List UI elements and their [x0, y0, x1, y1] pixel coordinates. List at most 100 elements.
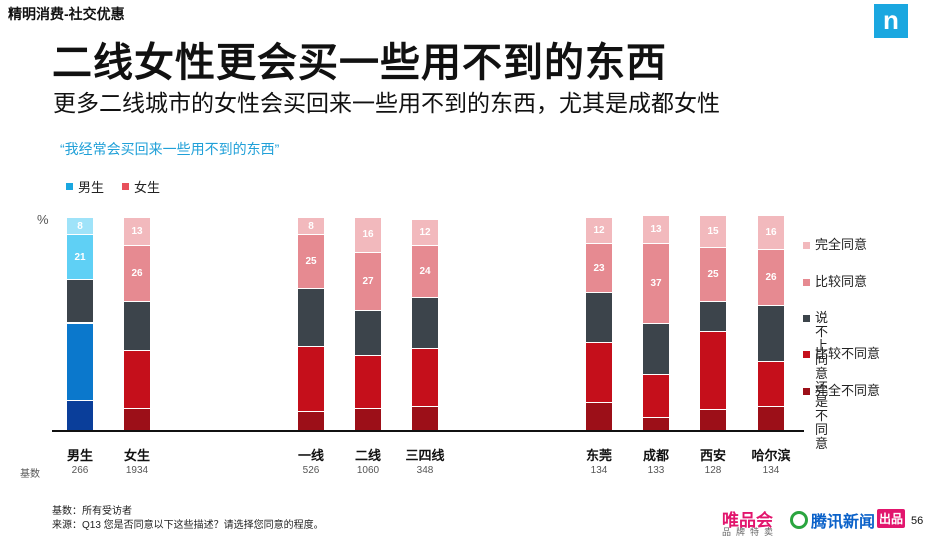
bar-segment-somewhat-agree — [355, 251, 381, 310]
bar-segment-neutral — [700, 301, 726, 332]
page-title: 二线女性更会买一些用不到的东西 — [52, 41, 667, 85]
section-label: 精明消费-社交优惠 — [8, 6, 125, 22]
bar-value-label: 13 — [131, 226, 143, 238]
bar-value-label: 23 — [593, 262, 605, 274]
page-number: 56 — [911, 515, 924, 527]
legend-neutral-swatch — [803, 315, 810, 322]
bar-value-label: 8 — [77, 220, 83, 232]
bar-segment-somewhat-agree — [412, 245, 438, 297]
bar-segment-somewhat-agree — [124, 245, 150, 301]
bar-7: 25 15 — [700, 215, 726, 430]
bar-segment-neutral — [124, 301, 150, 351]
bar-1: 26 13 — [124, 217, 150, 430]
bar-segment-strongly-agree — [355, 217, 381, 252]
bar-5: 23 12 — [586, 217, 612, 430]
bar-value-label: 21 — [74, 251, 86, 263]
page-subtitle: 更多二线城市的女性会买回来一些用不到的东西，尤其是成都女性 — [53, 90, 720, 116]
bar-segment-somewhat-agree — [586, 242, 612, 293]
bar-segment-strongly-disagree — [758, 406, 784, 430]
bar-value-label: 24 — [419, 265, 431, 277]
bar-value-label: 12 — [593, 225, 605, 237]
base-count: 133 — [647, 465, 665, 476]
category-label: 女生 — [123, 448, 150, 463]
bar-segment-somewhat-disagree — [67, 322, 93, 400]
bar-segment-neutral — [412, 296, 438, 349]
bar-value-label: 16 — [765, 227, 777, 239]
base-count: 1060 — [356, 465, 380, 476]
category-label: 男生 — [66, 448, 93, 463]
bar-value-label: 27 — [362, 275, 374, 287]
vip-brand-tagline: 品牌特卖 — [722, 527, 779, 537]
bar-segment-strongly-agree — [67, 217, 93, 235]
bar-segment-strongly-disagree — [412, 406, 438, 430]
bar-segment-strongly-disagree — [700, 408, 726, 430]
legend-somewhat-disagree-label: 比较不同意 — [815, 346, 881, 361]
category-label: 哈尔滨 — [751, 448, 791, 463]
bar-4: 24 12 — [412, 219, 438, 430]
category-label: 一线 — [297, 448, 324, 463]
bar-segment-strongly-agree — [586, 217, 612, 243]
unit-label: % — [37, 212, 49, 227]
legend-female-swatch — [122, 183, 129, 190]
bar-segment-strongly-agree — [700, 215, 726, 248]
bar-segment-somewhat-disagree — [586, 341, 612, 403]
tencent-news-label: 腾讯新闻 — [811, 514, 876, 531]
footnote-base: 基数：所有受访者 — [52, 506, 132, 517]
base-count: 134 — [762, 465, 780, 476]
bar-segment-somewhat-disagree — [355, 354, 381, 409]
bar-segment-neutral — [643, 322, 669, 375]
bar-segment-somewhat-disagree — [758, 361, 784, 407]
legend-male-swatch — [66, 183, 73, 190]
survey-quote: “我经常会买回来一些用不到的东西” — [60, 141, 280, 157]
legend-strongly-agree-swatch — [803, 242, 810, 249]
bar-segment-strongly-disagree — [67, 399, 93, 430]
bar-segment-strongly-disagree — [298, 410, 324, 430]
bar-segment-strongly-disagree — [586, 402, 612, 430]
bar-segment-strongly-agree — [412, 219, 438, 246]
legend-strongly-disagree-label: 完全不同意 — [815, 383, 881, 398]
legend-neutral-label: 说不上同意 还是不同意 — [815, 310, 829, 451]
bar-value-label: 25 — [305, 256, 317, 268]
bar-value-label: 26 — [765, 272, 777, 284]
footnote-source: 来源：Q13 您是否同意以下这些描述？请选择您同意的程度。 — [52, 520, 324, 531]
bar-segment-somewhat-agree — [700, 247, 726, 301]
bar-segment-somewhat-disagree — [298, 346, 324, 411]
bar-segment-somewhat-disagree — [124, 350, 150, 409]
bar-segment-strongly-agree — [758, 215, 784, 250]
vip-brand-logo: 唯品会 — [722, 511, 773, 530]
base-count: 128 — [704, 465, 722, 476]
bar-value-label: 37 — [650, 277, 662, 289]
bar-value-label: 8 — [308, 220, 314, 232]
bar-segment-strongly-agree — [124, 217, 150, 246]
tencent-news-icon — [790, 511, 808, 529]
base-count: 266 — [71, 465, 89, 476]
bar-0: 21 8 — [67, 217, 93, 430]
legend-female: 女生 — [122, 177, 160, 196]
bar-value-label: 12 — [419, 227, 431, 239]
bar-value-label: 26 — [131, 268, 143, 280]
base-count: 348 — [416, 465, 434, 476]
legend-strongly-disagree-swatch — [803, 388, 810, 395]
bar-segment-neutral — [586, 292, 612, 342]
bar-segment-strongly-disagree — [124, 408, 150, 430]
legend-female-label: 女生 — [134, 180, 161, 195]
company-logo: n — [874, 4, 908, 38]
bar-segment-neutral — [298, 288, 324, 347]
base-label: 基数 — [20, 469, 40, 480]
legend-somewhat-agree-swatch — [803, 279, 810, 286]
bar-value-label: 16 — [362, 229, 374, 241]
bar-segment-strongly-agree — [298, 217, 324, 235]
bar-2: 25 8 — [298, 217, 324, 430]
bar-segment-neutral — [758, 305, 784, 362]
legend-male-label: 男生 — [78, 180, 105, 195]
legend-male: 男生 — [66, 177, 104, 196]
category-label: 二线 — [354, 448, 381, 463]
bar-6: 37 13 — [643, 215, 669, 430]
bar-segment-neutral — [67, 279, 93, 323]
bar-3: 27 16 — [355, 217, 381, 430]
bar-segment-strongly-disagree — [355, 408, 381, 430]
base-count: 134 — [590, 465, 608, 476]
bar-segment-somewhat-disagree — [643, 374, 669, 418]
category-label: 三四线 — [405, 448, 445, 463]
